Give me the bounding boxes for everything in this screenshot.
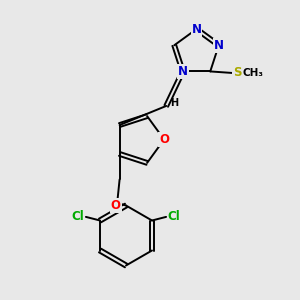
Text: H: H — [171, 98, 179, 108]
Text: O: O — [159, 133, 169, 146]
Text: CH₃: CH₃ — [243, 68, 264, 78]
Text: N: N — [178, 65, 188, 78]
Text: N: N — [214, 39, 224, 52]
Text: S: S — [233, 66, 242, 80]
Text: Cl: Cl — [71, 210, 84, 224]
Text: N: N — [191, 22, 202, 36]
Text: Cl: Cl — [168, 210, 181, 224]
Text: O: O — [111, 200, 121, 212]
